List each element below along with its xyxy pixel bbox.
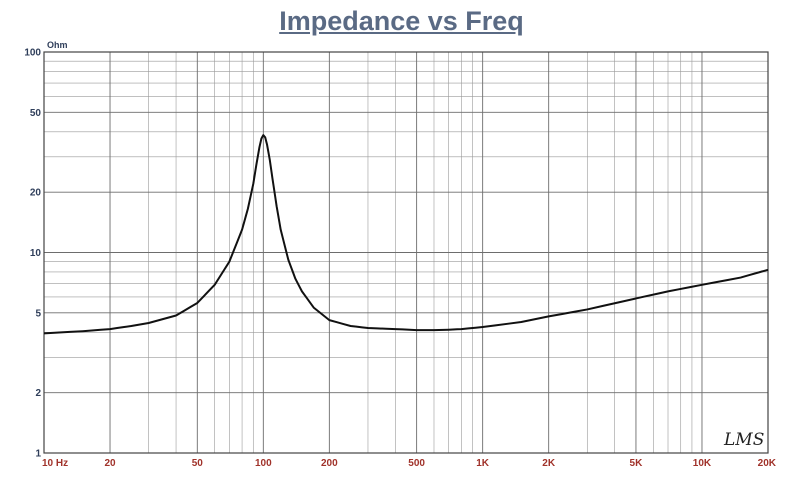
grid-major-lines [43,52,769,454]
lms-watermark: LMS [723,430,764,450]
x-tick-label: 2K [542,458,556,469]
x-tick-label: 20K [758,458,777,469]
y-tick-labels: 100 50 20 10 5 2 1 [24,48,41,460]
y-unit-label: Ohm [47,40,68,50]
y-tick-label: 5 [35,308,41,319]
x-tick-label: 10 Hz [42,458,68,469]
x-tick-label: 50 [192,458,204,469]
y-tick-label: 1 [35,449,41,460]
x-tick-label: 100 [255,458,272,469]
x-tick-label: 5K [630,458,644,469]
chart-title: Impedance vs Freq [279,6,524,36]
impedance-curve [43,134,769,335]
y-tick-label: 50 [30,108,42,119]
x-tick-label: 200 [321,458,338,469]
x-tick-label: 10K [693,458,712,469]
x-tick-label: 20 [104,458,116,469]
y-tick-label: 20 [30,188,42,199]
x-tick-label: 1K [476,458,490,469]
x-tick-labels: 10 Hz 20 50 100 200 500 1K 2K 5K 10K 20K [42,458,777,469]
x-tick-label: 500 [408,458,425,469]
y-tick-label: 2 [35,388,41,399]
y-tick-label: 100 [24,48,41,59]
y-tick-label: 10 [30,248,42,259]
plot-frame [43,51,769,454]
